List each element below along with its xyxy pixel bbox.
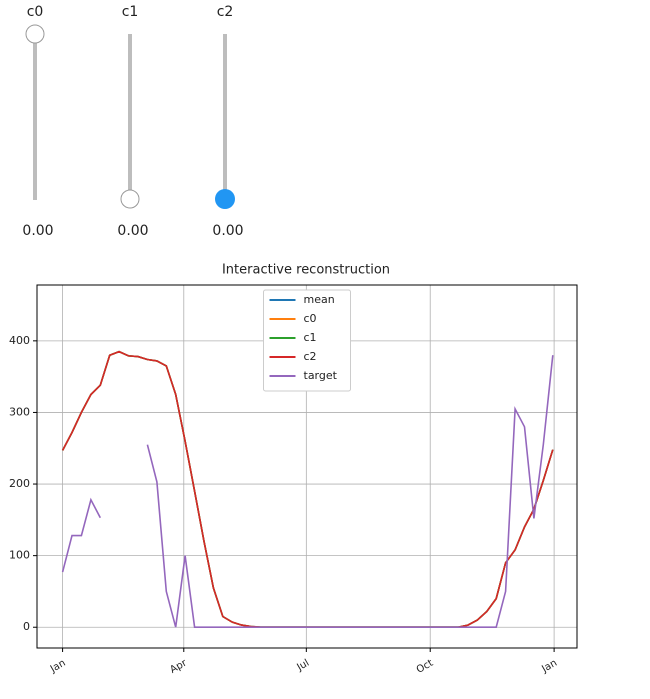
legend-label: target bbox=[304, 369, 338, 382]
x-tick-label: Jul bbox=[295, 658, 312, 674]
legend: mean c0 c1 c2 target bbox=[263, 289, 351, 392]
slider-handle[interactable] bbox=[25, 24, 45, 44]
x-tick-label: Jan bbox=[539, 658, 559, 676]
legend-label: c2 bbox=[304, 350, 317, 363]
chart-title: Interactive reconstruction bbox=[222, 263, 390, 278]
y-tick-label: 200 bbox=[9, 477, 30, 490]
slider-track[interactable] bbox=[128, 34, 132, 200]
y-tick-label: 400 bbox=[9, 334, 30, 347]
legend-label: c1 bbox=[304, 331, 317, 344]
slider-track[interactable] bbox=[223, 34, 227, 200]
slider-label: c2 bbox=[217, 4, 234, 20]
y-tick-label: 300 bbox=[9, 405, 30, 418]
series-line bbox=[61, 355, 554, 628]
slider[interactable]: c0 0.00 bbox=[22, 4, 53, 239]
slider-value: 0.00 bbox=[22, 223, 53, 239]
series-line bbox=[61, 350, 554, 628]
plot: 0 100 200 300 400 Jan Apr Jul Oct Jan mean c0 c1 c2 ta… bbox=[9, 284, 578, 676]
slider-value: 0.00 bbox=[117, 223, 148, 239]
slider-value: 0.00 bbox=[212, 223, 243, 239]
x-tick-label: Oct bbox=[415, 658, 436, 676]
axes-frame bbox=[36, 284, 578, 649]
legend-label: c0 bbox=[304, 312, 317, 325]
legend-box bbox=[263, 289, 351, 392]
x-tick-label: Apr bbox=[168, 657, 189, 676]
y-tick-label: 0 bbox=[23, 620, 30, 633]
series-line bbox=[61, 350, 554, 628]
slider[interactable]: c2 0.00 bbox=[212, 4, 243, 239]
slider-handle[interactable] bbox=[120, 189, 140, 209]
slider[interactable]: c1 0.00 bbox=[117, 4, 148, 239]
series-line bbox=[61, 350, 554, 628]
slider-label: c1 bbox=[122, 4, 139, 20]
slider-track[interactable] bbox=[33, 34, 37, 200]
legend-label: mean bbox=[304, 293, 335, 306]
slider-handle[interactable] bbox=[215, 189, 235, 209]
y-tick-label: 100 bbox=[9, 549, 30, 562]
series-line bbox=[61, 350, 554, 628]
x-tick-label: Jan bbox=[48, 658, 68, 676]
slider-label: c0 bbox=[27, 4, 44, 20]
